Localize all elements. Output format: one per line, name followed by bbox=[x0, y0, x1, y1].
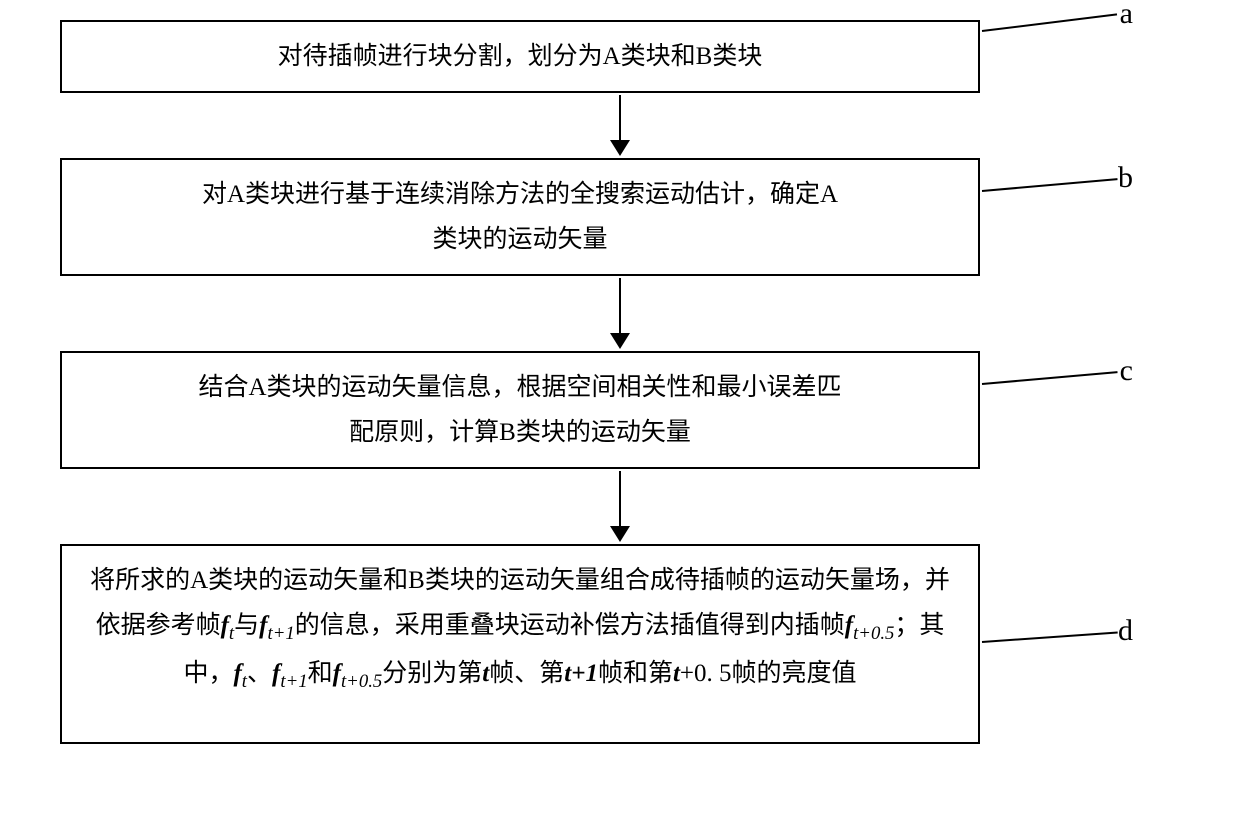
step-b-label: b bbox=[1118, 151, 1133, 205]
step-b-container: 对A类块进行基于连续消除方法的全搜索运动估计，确定A 类块的运动矢量 b bbox=[60, 158, 1180, 276]
step-d-t05-rest: +0. 5 bbox=[680, 660, 732, 687]
arrow-head bbox=[610, 333, 630, 349]
arrow-a-b bbox=[160, 95, 1080, 156]
step-a-label-line bbox=[982, 13, 1117, 32]
step-d-and2: 和 bbox=[308, 660, 333, 687]
step-a-text: 对待插帧进行块分割，划分为A类块和B类块 bbox=[82, 34, 958, 79]
step-d-p4: 分别为第 bbox=[382, 660, 482, 687]
step-c-label-line bbox=[982, 371, 1118, 385]
step-a-container: 对待插帧进行块分割，划分为A类块和B类块 a bbox=[60, 20, 1180, 93]
step-d-p5: 帧的亮度值 bbox=[732, 660, 857, 687]
step-d-frame2: 帧和第 bbox=[598, 660, 673, 687]
arrow-line bbox=[619, 278, 621, 333]
sub-t1b: t+1 bbox=[280, 671, 307, 692]
step-d-container: 将所求的A类块的运动矢量和B类块的运动矢量组合成待插帧的运动矢量场，并依据参考帧… bbox=[60, 544, 1180, 744]
arrow-head bbox=[610, 140, 630, 156]
sub-t05: t+0.5 bbox=[853, 623, 894, 644]
arrow-line bbox=[619, 471, 621, 526]
arrow-head bbox=[610, 526, 630, 542]
step-a-box: 对待插帧进行块分割，划分为A类块和B类块 a bbox=[60, 20, 980, 93]
step-c-box: 结合A类块的运动矢量信息，根据空间相关性和最小误差匹 配原则，计算B类块的运动矢… bbox=[60, 351, 980, 469]
step-d-label: d bbox=[1118, 604, 1133, 658]
step-d-box: 将所求的A类块的运动矢量和B类块的运动矢量组合成待插帧的运动矢量场，并依据参考帧… bbox=[60, 544, 980, 744]
step-b-text-line1: 对A类块进行基于连续消除方法的全搜索运动估计，确定A bbox=[82, 172, 958, 217]
sub-t1: t+1 bbox=[267, 623, 294, 644]
var-f1: f bbox=[221, 612, 229, 639]
step-c-text-line2: 配原则，计算B类块的运动矢量 bbox=[82, 410, 958, 455]
step-d-text: 将所求的A类块的运动矢量和B类块的运动矢量组合成待插帧的运动矢量场，并依据参考帧… bbox=[82, 558, 958, 699]
arrow-b-c bbox=[160, 278, 1080, 349]
arrow-line bbox=[619, 95, 621, 140]
step-d-and: 与 bbox=[234, 612, 259, 639]
var-t1: t+1 bbox=[564, 660, 598, 687]
flowchart-container: 对待插帧进行块分割，划分为A类块和B类块 a 对A类块进行基于连续消除方法的全搜… bbox=[60, 20, 1180, 744]
var-f4: f bbox=[233, 660, 241, 687]
var-f3: f bbox=[845, 612, 853, 639]
sub-t05b: t+0.5 bbox=[341, 671, 382, 692]
step-c-text-line1: 结合A类块的运动矢量信息，根据空间相关性和最小误差匹 bbox=[82, 365, 958, 410]
var-f6: f bbox=[333, 660, 341, 687]
step-d-p2: 的信息，采用重叠块运动补偿方法插值得到内插帧 bbox=[295, 612, 845, 639]
step-c-label: c bbox=[1120, 344, 1133, 398]
step-b-box: 对A类块进行基于连续消除方法的全搜索运动估计，确定A 类块的运动矢量 b bbox=[60, 158, 980, 276]
step-c-container: 结合A类块的运动矢量信息，根据空间相关性和最小误差匹 配原则，计算B类块的运动矢… bbox=[60, 351, 1180, 469]
step-d-label-line bbox=[982, 632, 1118, 643]
step-b-text-line2: 类块的运动矢量 bbox=[82, 217, 958, 262]
step-a-label: a bbox=[1120, 0, 1133, 41]
step-d-comma1: 、 bbox=[247, 660, 272, 687]
arrow-c-d bbox=[160, 471, 1080, 542]
step-d-frame1: 帧、第 bbox=[489, 660, 564, 687]
var-t05: t bbox=[673, 660, 680, 687]
step-b-label-line bbox=[982, 178, 1118, 192]
